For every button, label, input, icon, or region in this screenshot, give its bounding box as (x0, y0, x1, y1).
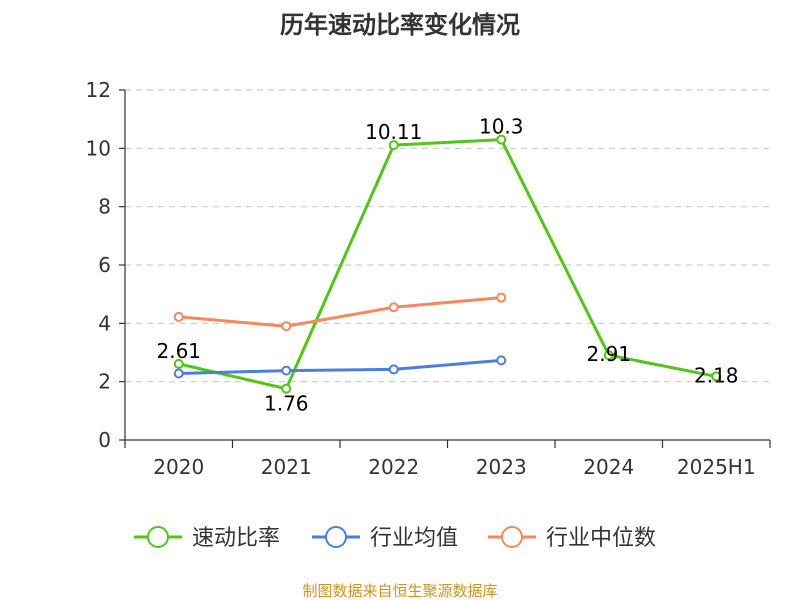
legend-label: 速动比率 (192, 526, 280, 551)
axes: 0 2 4 6 8 10 12 2020 2021 2022 2023 2024 2025H1 (86, 78, 771, 479)
legend: 速动比率 行业均值 行业中位数 (134, 526, 656, 551)
data-point (173, 311, 184, 322)
data-label: 10.11 (365, 120, 422, 144)
data-label: 2.61 (156, 339, 201, 363)
data-point (281, 365, 292, 376)
x-tick-label: 2020 (153, 455, 204, 479)
x-tick-label: 2022 (368, 455, 419, 479)
legend-label: 行业中位数 (546, 526, 656, 551)
legend-marker-icon (325, 526, 347, 548)
series-line (178, 358, 502, 375)
x-tick-label: 2023 (476, 455, 527, 479)
legend-item: 行业均值 (312, 526, 458, 551)
y-tick-label: 4 (98, 311, 111, 335)
legend-marker-icon (501, 526, 523, 548)
y-tick-label: 10 (86, 136, 111, 160)
legend-label: 行业均值 (370, 526, 458, 551)
grid (125, 89, 770, 383)
legend-marker-icon (147, 526, 169, 548)
chart-title: 历年速动比率变化情况 (280, 11, 520, 39)
data-point (496, 134, 507, 145)
y-tick-label: 6 (98, 253, 111, 277)
data-point (496, 292, 507, 303)
data-point (281, 321, 292, 332)
legend-item: 速动比率 (134, 526, 280, 551)
data-point (388, 140, 399, 151)
y-tick-label: 2 (98, 370, 111, 394)
legend-item: 行业中位数 (488, 526, 656, 551)
data-label: 2.91 (586, 342, 631, 366)
x-tick-label: 2025H1 (677, 455, 756, 479)
y-tick-label: 8 (98, 195, 111, 219)
data-label: 1.76 (264, 392, 309, 416)
data-point (711, 371, 722, 382)
plot-area (173, 134, 722, 394)
data-labels: 2.61 1.76 10.11 10.3 2.91 2.18 (156, 115, 738, 416)
y-tick-label: 0 (98, 428, 111, 452)
data-point (173, 368, 184, 379)
y-tick-label: 12 (86, 78, 111, 102)
x-tick-label: 2021 (261, 455, 312, 479)
data-label: 10.3 (479, 115, 524, 139)
data-point (173, 358, 184, 369)
x-tick-label: 2024 (583, 455, 634, 479)
data-point (603, 350, 614, 361)
data-point (496, 355, 507, 366)
series-line (178, 296, 502, 328)
series-line (178, 138, 717, 391)
data-label: 2.18 (694, 363, 739, 387)
data-point (388, 302, 399, 313)
data-point (281, 383, 292, 394)
source-note: 制图数据来自恒生聚源数据库 (302, 582, 497, 600)
data-point (388, 364, 399, 375)
